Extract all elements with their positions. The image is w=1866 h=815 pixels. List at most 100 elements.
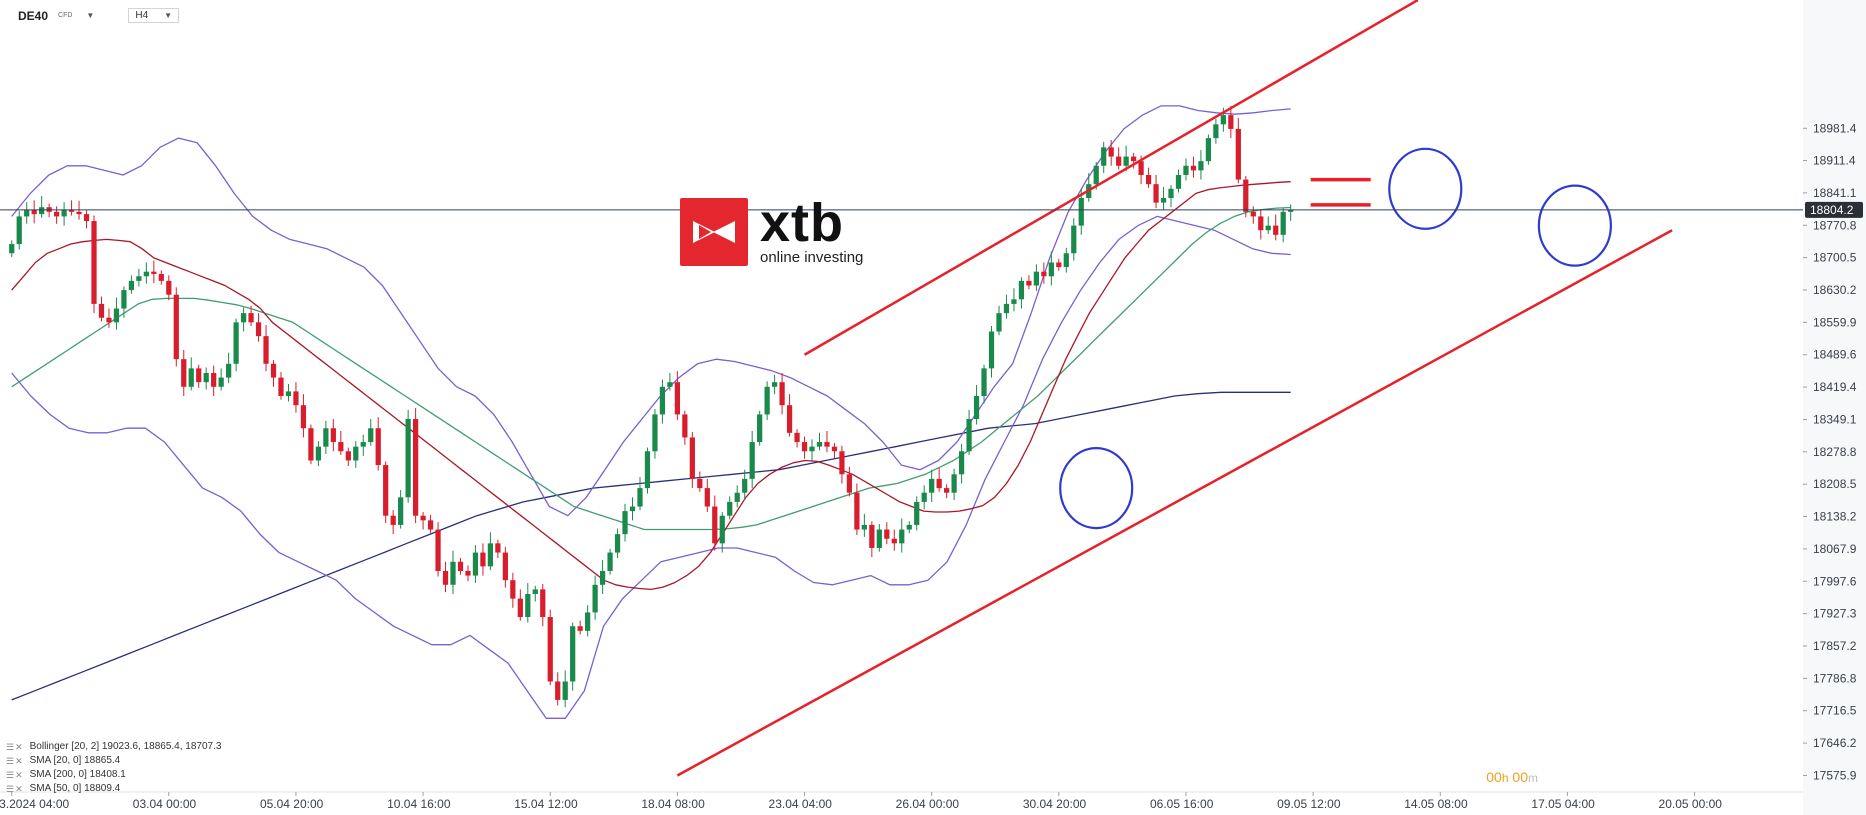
candle-body <box>1250 211 1256 217</box>
x-axis-tick-label: 23.04 04:00 <box>769 797 833 811</box>
indicator-settings-icon[interactable]: ☰✕ <box>6 770 24 780</box>
candle-body <box>203 372 209 383</box>
indicator-settings-icon[interactable]: ☰✕ <box>6 756 24 766</box>
candle-body <box>547 617 553 682</box>
indicator-settings-icon[interactable]: ☰✕ <box>6 742 24 752</box>
candle-body <box>300 405 307 429</box>
candle-body <box>532 589 538 594</box>
channel-line-lower <box>676 229 1673 777</box>
candle-body <box>1003 303 1010 314</box>
candle-body <box>181 359 187 387</box>
candle-body <box>899 529 905 544</box>
sma20-line <box>11 181 1291 591</box>
candle-body <box>285 391 292 396</box>
candle-body <box>981 368 987 396</box>
candle-body <box>884 529 890 539</box>
indicator-row[interactable]: ☰✕ SMA [20, 0] 18865.4 <box>6 754 221 768</box>
candle-body <box>487 543 494 567</box>
candle-body <box>390 515 396 525</box>
y-axis-tick-label: 17716.5 <box>1813 704 1857 718</box>
candle-body <box>398 497 404 525</box>
x-axis-tick-label: 27.03.2024 04:00 <box>0 797 69 811</box>
candle-body <box>1108 147 1114 157</box>
symbol-dropdown-icon[interactable]: ▼ <box>86 11 95 20</box>
candle-body <box>637 488 643 507</box>
candle-body <box>1071 225 1077 254</box>
symbol-type-label: CFD <box>58 12 73 19</box>
indicator-row[interactable]: ☰✕ Bollinger [20, 2] 19023.6, 18865.4, 18… <box>6 740 221 754</box>
candle-body <box>951 474 957 493</box>
candle-body <box>1258 216 1264 231</box>
candle-body <box>891 538 897 544</box>
indicator-row[interactable]: ☰✕ SMA [200, 0] 18408.1 <box>6 768 221 782</box>
candle-body <box>1153 184 1159 203</box>
candle-body <box>158 273 164 281</box>
candle-body <box>240 313 247 323</box>
candle-body <box>121 290 127 309</box>
price-axis-panel <box>1803 0 1866 815</box>
timeframe-label: H4 <box>135 10 149 21</box>
candle-body <box>876 529 882 548</box>
candle-body <box>196 368 202 383</box>
y-axis-tick-label: 17575.9 <box>1813 768 1857 782</box>
candle-body <box>906 524 912 530</box>
candle-body <box>255 322 262 337</box>
y-axis-tick-label: 18630.2 <box>1813 283 1857 297</box>
x-axis-tick-label: 05.04 20:00 <box>260 797 324 811</box>
candles-group <box>9 105 1294 708</box>
candle-body <box>1265 225 1271 231</box>
candle-body <box>1235 128 1241 180</box>
candle-body <box>659 386 666 415</box>
candle-body <box>315 446 322 461</box>
candle-body <box>570 626 576 682</box>
candle-body <box>435 529 441 571</box>
candle-body <box>846 474 853 493</box>
candle-body <box>697 478 703 489</box>
candle-body <box>151 271 157 274</box>
candle-body <box>742 478 748 493</box>
candle-body <box>757 414 763 443</box>
symbol-label[interactable]: DE40 <box>18 8 49 23</box>
candle-body <box>1033 271 1040 286</box>
candle-body <box>517 598 523 618</box>
candle-body <box>839 451 845 475</box>
x-axis-tick-label: 20.05 00:00 <box>1659 797 1723 811</box>
sma50-line <box>11 206 1291 531</box>
timeframe-dropdown-icon[interactable]: ▼ <box>164 11 173 20</box>
candle-body <box>944 488 950 493</box>
indicator-label: SMA [200, 0] 18408.1 <box>29 769 126 780</box>
candle-body <box>629 506 636 512</box>
candle-body <box>929 478 935 493</box>
highlight-circle <box>1059 446 1134 530</box>
candle-body <box>682 414 688 438</box>
countdown-minutes: 00 <box>1512 769 1528 785</box>
candle-body <box>457 561 464 571</box>
candle-body <box>1093 165 1099 185</box>
candle-body <box>24 209 30 217</box>
candle-body <box>1273 225 1279 235</box>
candle-body <box>113 308 120 323</box>
candle-body <box>1288 209 1294 212</box>
candle-body <box>1160 198 1167 203</box>
candle-body <box>749 442 755 479</box>
candle-body <box>375 428 381 466</box>
candle-body <box>345 451 351 461</box>
x-axis-tick-label: 10.04 16:00 <box>387 797 451 811</box>
candle-body <box>480 552 486 567</box>
candle-body <box>644 451 651 489</box>
candle-body <box>607 552 613 571</box>
candle-body <box>966 419 972 452</box>
candle-body <box>652 414 658 452</box>
candle-body <box>76 211 82 215</box>
y-axis-tick-label: 18841.1 <box>1813 186 1857 200</box>
candle-body <box>988 331 995 369</box>
indicator-row[interactable]: ☰✕ SMA [50, 0] 18809.4 <box>6 782 221 796</box>
candle-body <box>1138 161 1144 175</box>
x-axis-tick-label: 18.04 08:00 <box>641 797 705 811</box>
candle-body <box>368 428 374 443</box>
indicator-settings-icon[interactable]: ☰✕ <box>6 784 24 794</box>
timeframe-selector[interactable]: H4 ▼ <box>128 8 180 23</box>
candle-body <box>1228 115 1234 129</box>
candle-body <box>248 313 254 323</box>
